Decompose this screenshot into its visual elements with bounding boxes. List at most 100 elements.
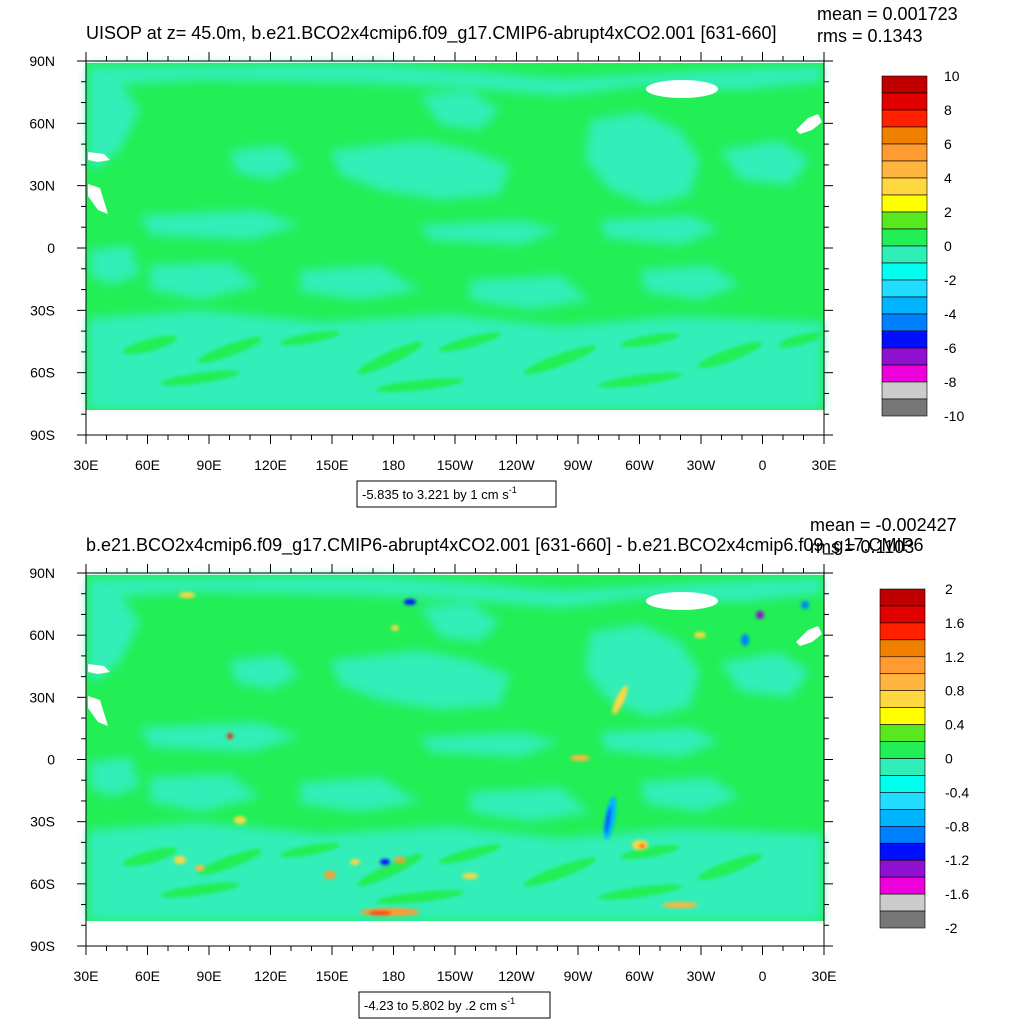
colorbar-swatch [881,398,928,417]
panel-1: UISOP at z= 45.0m, b.e21.BCO2x4cmip6.f09… [29,4,964,508]
colorbar-swatch [879,656,926,675]
x-tick-label: 90W [564,968,594,984]
colorbar-swatch [881,245,928,264]
y-tick-label: 30N [29,689,55,705]
x-tick-label: 150W [437,968,474,984]
colorbar-swatch [881,313,928,332]
colorbar-label: 1.2 [945,649,965,665]
panel-1-range-box: -5.835 to 3.221 by 1 cm s-1 [356,480,557,508]
colorbar-swatch [879,673,926,692]
colorbar-label: 4 [944,170,952,186]
x-tick-label: 180 [382,968,406,984]
colorbar-label: 1.6 [945,615,965,631]
y-tick-label: 60S [30,876,55,892]
y-tick-label: 90N [29,565,55,581]
x-tick-label: 150E [316,457,349,473]
x-tick-label: 60E [135,968,160,984]
x-tick-label: 120W [498,457,535,473]
colorbar-label: 0.8 [945,683,965,699]
svg-text:-5.835 to 3.221 by 1 cm s-1: -5.835 to 3.221 by 1 cm s-1 [362,485,517,502]
colorbar-swatch [881,211,928,230]
panel-2-title: b.e21.BCO2x4cmip6.f09_g17.CMIP6-abrupt4x… [86,535,923,556]
y-tick-label: 0 [47,752,55,768]
y-tick-label: 30S [30,814,55,830]
panel-2-colorbar: 2 1.6 1.2 0.8 0.4 0 -0.4 -0.8 -1.2 -1.6 -2 [879,581,969,936]
colorbar-swatch [881,330,928,349]
colorbar-label: 10 [944,68,960,84]
x-tick-label: 120E [254,968,287,984]
colorbar-swatch [879,792,926,810]
panel-2-range-superscript: -1 [507,996,515,1006]
panel-2-axes: 30E 60E 90E 120E 150E 180 150W 120W 90W 60W 30W 0 30… [29,564,836,984]
panel-1-mean: mean = 0.001723 [817,4,958,24]
panel-2-range-box: -4.23 to 5.802 by .2 cm s-1 [358,991,551,1019]
x-tick-label: 0 [759,968,767,984]
panel-1-map-field [86,61,824,435]
colorbar-label: -10 [944,408,964,424]
colorbar-swatch [879,775,926,793]
x-tick-label: 90E [197,457,222,473]
colorbar-swatch [881,381,928,400]
x-tick-label: 30E [74,968,99,984]
y-tick-label: 90S [30,427,55,443]
panel-1-title: UISOP at z= 45.0m, b.e21.BCO2x4cmip6.f09… [86,23,777,44]
colorbar-swatch [881,364,928,383]
colorbar-label: 6 [944,136,952,152]
x-tick-label: 120E [254,457,287,473]
x-tick-label: 180 [382,457,406,473]
colorbar-label: -1.6 [945,886,969,902]
x-tick-label: 120W [498,968,535,984]
colorbar-swatch [881,194,928,213]
panel-2-map-field [86,573,824,946]
colorbar-swatch [881,75,928,94]
x-tick-label: 30E [74,457,99,473]
colorbar-label: -0.4 [945,784,969,800]
x-tick-label: 0 [759,457,767,473]
colorbar-label: 0 [945,751,953,767]
colorbar-swatch [879,825,926,844]
y-tick-label: 90S [30,938,55,954]
colorbar-swatch [879,622,926,641]
colorbar-swatch [881,296,928,315]
x-tick-label: 90W [564,457,594,473]
colorbar-swatch [879,605,926,624]
colorbar-swatch [879,741,926,759]
colorbar-swatch [879,690,926,708]
panel-2-mean: mean = -0.002427 [810,515,957,535]
panel-1-colorbar: 10 8 6 4 2 0 -2 -4 -6 -8 -10 [881,68,964,424]
colorbar-swatch [879,876,926,895]
colorbar-swatch [879,859,926,878]
colorbar-swatch [879,758,926,776]
colorbar-swatch [881,177,928,196]
panel-2: b.e21.BCO2x4cmip6.f09_g17.CMIP6-abrupt4x… [29,515,969,1019]
x-tick-label: 150E [316,968,349,984]
colorbar-label: -6 [944,340,957,356]
colorbar-swatch [879,893,926,912]
colorbar-swatch [881,347,928,366]
panel-1-rms: rms = 0.1343 [817,26,923,46]
panel-1-range-label: -5.835 to 3.221 by 1 cm s [362,487,509,502]
colorbar-label: -8 [944,374,957,390]
x-tick-label: 30E [812,457,837,473]
colorbar-swatch [881,262,928,281]
colorbar-label: -0.8 [945,818,969,834]
colorbar-label: 0 [944,238,952,254]
colorbar-label: -2 [945,920,958,936]
colorbar-swatch [881,279,928,298]
x-tick-label: 60W [625,968,655,984]
colorbar-label: 2 [944,204,952,220]
x-tick-label: 90E [197,968,222,984]
colorbar-swatch [879,588,926,607]
colorbar-label: -1.2 [945,852,969,868]
colorbar-swatch [879,842,926,861]
colorbar-swatch [879,707,926,725]
y-tick-label: 30N [29,178,55,194]
colorbar-swatch [881,160,928,179]
colorbar-label: -2 [944,272,957,288]
colorbar-swatch [879,809,926,827]
colorbar-label: 2 [945,581,953,597]
colorbar-swatch [879,910,926,929]
y-tick-label: 90N [29,53,55,69]
x-tick-label: 60W [625,457,655,473]
colorbar-swatch [881,126,928,145]
